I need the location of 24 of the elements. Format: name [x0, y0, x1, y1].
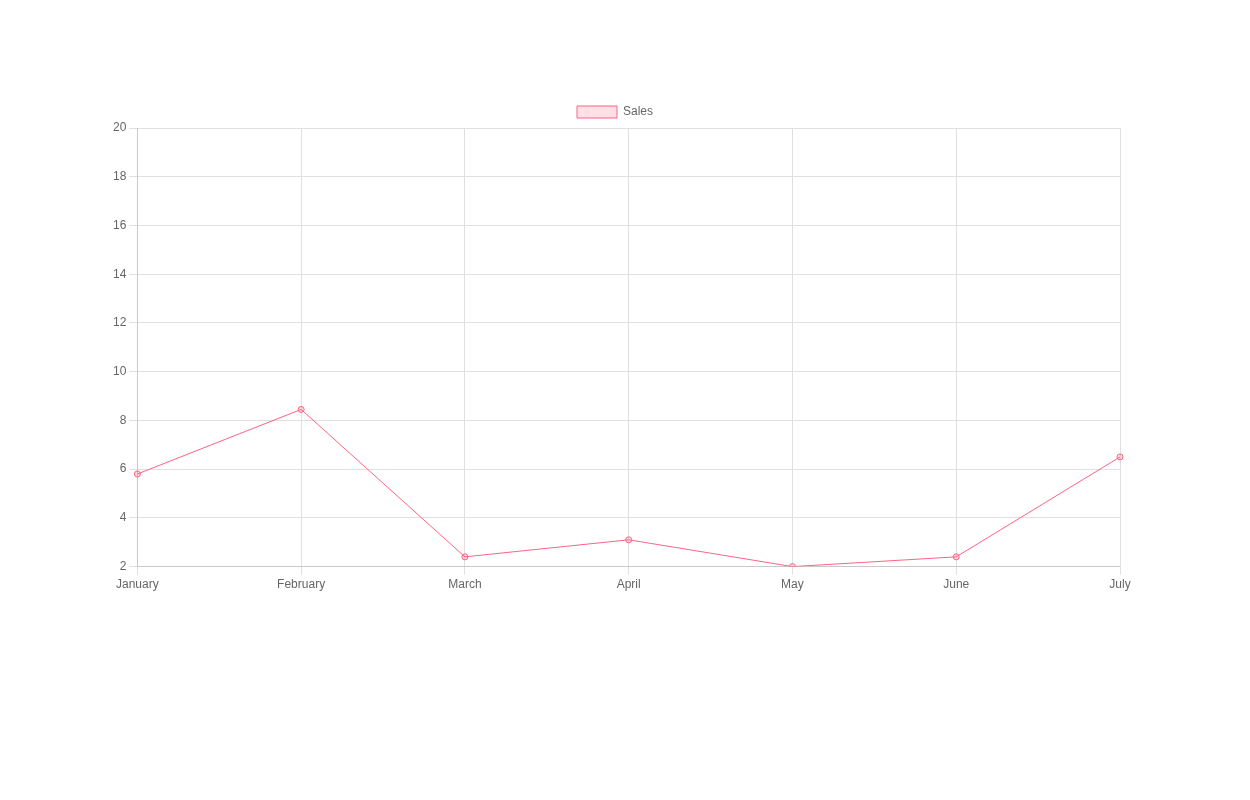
- point: [1116, 453, 1124, 461]
- x-tick-label: March: [448, 577, 482, 592]
- point: [625, 536, 633, 544]
- y-tick-label: 10: [112, 363, 127, 378]
- point: [297, 405, 305, 413]
- y-tick-label: 16: [112, 217, 127, 232]
- y-tick-label: 4: [119, 510, 127, 525]
- x-tick-label: June: [943, 577, 970, 592]
- y-tick-label: 6: [119, 461, 127, 476]
- y-tick-label: 8: [119, 412, 127, 427]
- y-tick-label: 12: [112, 315, 127, 330]
- x-tick-label: February: [277, 577, 326, 592]
- x-tick-label: May: [781, 577, 804, 592]
- point: [133, 470, 141, 478]
- x-tick-label: January: [116, 577, 159, 592]
- x-tick-label: April: [616, 577, 641, 592]
- point: [461, 553, 469, 561]
- y-tick-label: 20: [112, 120, 127, 135]
- y-tick-label: 14: [112, 266, 127, 281]
- x-tick-label: July: [1109, 577, 1131, 592]
- legend-label: Sales: [622, 104, 654, 119]
- y-tick-label: 2: [119, 558, 127, 573]
- y-tick-label: 18: [112, 169, 127, 184]
- point: [952, 553, 960, 561]
